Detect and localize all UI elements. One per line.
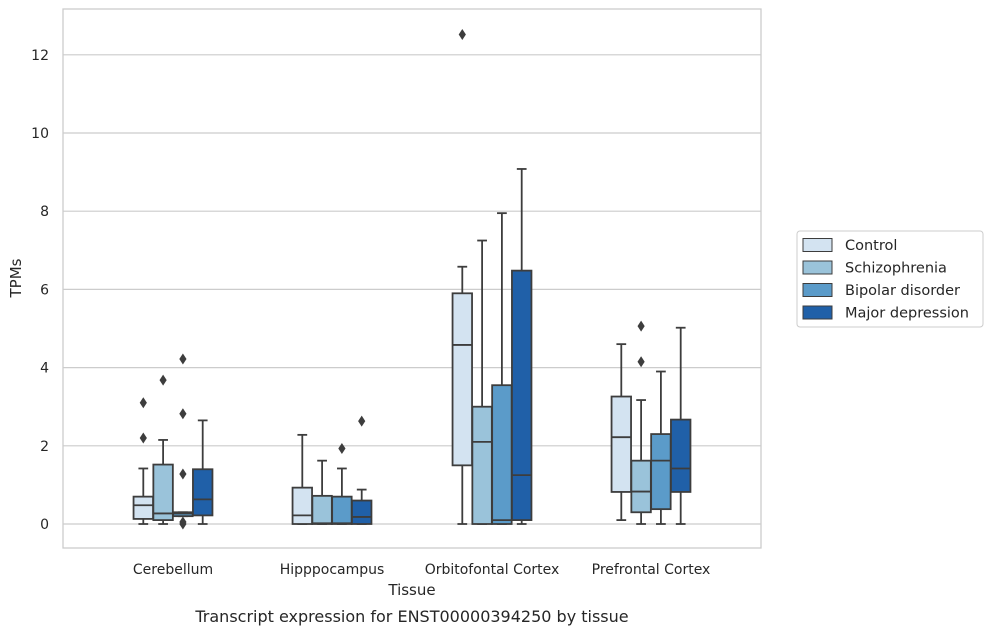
box-iqr bbox=[132, 495, 154, 520]
y-tick-label: 2 bbox=[40, 439, 49, 455]
outlier-point bbox=[637, 356, 645, 368]
chart-caption: Transcript expression for ENST0000039425… bbox=[194, 607, 628, 626]
outlier-point bbox=[179, 516, 187, 528]
box-plot-boxes bbox=[132, 28, 692, 530]
outlier-point bbox=[139, 432, 147, 444]
box-bipolar-disorder bbox=[491, 212, 513, 525]
outlier-point bbox=[637, 320, 645, 332]
legend-frame bbox=[796, 230, 984, 328]
box-control bbox=[451, 28, 473, 525]
box-major-depression bbox=[351, 415, 373, 525]
y-tick-label: 4 bbox=[40, 361, 49, 377]
y-axis-ticks: 0 2 4 6 8 10 12 bbox=[31, 48, 49, 533]
legend: Control Schizophrenia Bipolar disorder Majo… bbox=[796, 230, 984, 328]
legend-entry-label: Bipolar disorder bbox=[845, 283, 960, 299]
x-axis-label: Tissue bbox=[387, 581, 435, 599]
box-iqr bbox=[491, 384, 513, 525]
box-major-depression bbox=[511, 168, 533, 525]
y-tick-label: 6 bbox=[40, 282, 49, 298]
grid-lines bbox=[63, 54, 761, 525]
x-tick-label: Prefrontal Cortex bbox=[592, 562, 711, 578]
outlier-point bbox=[458, 28, 466, 40]
outlier-point bbox=[179, 468, 187, 480]
legend-entry-label: Major depression bbox=[845, 306, 969, 322]
y-tick-label: 10 bbox=[31, 126, 49, 142]
box-schizophrenia bbox=[152, 374, 174, 525]
outlier-point bbox=[338, 443, 346, 455]
y-tick-label: 12 bbox=[31, 48, 49, 64]
box-iqr bbox=[610, 395, 632, 493]
box-iqr bbox=[152, 463, 174, 521]
box-major-depression bbox=[670, 326, 692, 525]
box-iqr bbox=[291, 486, 313, 525]
box-schizophrenia bbox=[630, 320, 652, 525]
box-control bbox=[132, 397, 154, 525]
plot-frame bbox=[62, 8, 762, 549]
box-iqr bbox=[471, 405, 493, 525]
outlier-point bbox=[179, 353, 187, 365]
box-schizophrenia bbox=[471, 239, 493, 525]
y-tick-label: 8 bbox=[40, 204, 49, 220]
box-iqr bbox=[511, 269, 533, 521]
x-tick-label: Cerebellum bbox=[133, 562, 213, 578]
box-iqr bbox=[311, 494, 333, 525]
legend-swatch bbox=[802, 238, 833, 252]
outlier-point bbox=[139, 397, 147, 409]
box-bipolar-disorder bbox=[650, 370, 672, 525]
box-iqr bbox=[630, 459, 652, 514]
legend-swatch bbox=[802, 305, 833, 320]
box-bipolar-disorder bbox=[172, 353, 194, 530]
box-iqr bbox=[192, 468, 214, 517]
legend-entry-label: Schizophrenia bbox=[845, 261, 947, 277]
outlier-point bbox=[179, 408, 187, 420]
box-iqr bbox=[451, 292, 473, 467]
box-iqr bbox=[331, 495, 353, 525]
x-tick-label: Orbitofontal Cortex bbox=[425, 562, 560, 578]
box-schizophrenia bbox=[311, 459, 333, 525]
x-axis-ticks: Cerebellum Hipppocampus Orbitofontal Corte… bbox=[133, 562, 710, 578]
legend-entry-label: Control bbox=[845, 238, 897, 254]
box-iqr bbox=[351, 499, 373, 525]
box-bipolar-disorder bbox=[331, 443, 353, 525]
outlier-point bbox=[358, 415, 366, 427]
x-tick-label: Hipppocampus bbox=[280, 562, 385, 578]
box-iqr bbox=[670, 418, 692, 493]
outlier-point bbox=[159, 374, 167, 386]
legend-swatch bbox=[802, 283, 833, 297]
legend-swatch bbox=[802, 260, 833, 275]
box-control bbox=[610, 343, 632, 521]
y-tick-label: 0 bbox=[40, 517, 49, 533]
box-major-depression bbox=[192, 419, 214, 525]
box-control bbox=[291, 433, 313, 525]
y-axis-label: TPMs bbox=[7, 258, 25, 298]
box-iqr bbox=[650, 433, 672, 511]
